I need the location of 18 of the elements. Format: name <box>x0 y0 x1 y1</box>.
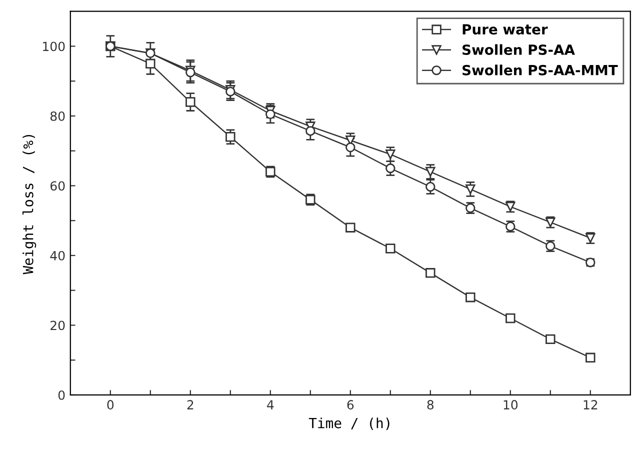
x-tick-label: 6 <box>347 400 354 410</box>
y-tick-label: 20 <box>50 320 65 330</box>
y-axis-title: Weight loss / (%) <box>22 134 36 274</box>
y-tick-label: 80 <box>50 111 65 121</box>
x-tick-label: 8 <box>427 400 434 410</box>
legend-label: Swollen PS-AA <box>462 44 575 55</box>
x-axis-title: Time / (h) <box>308 418 390 430</box>
y-tick-label: 100 <box>43 42 65 52</box>
x-tick-label: 10 <box>504 400 518 410</box>
x-tick-label: 2 <box>187 400 194 410</box>
x-tick-label: 0 <box>107 400 114 410</box>
x-tick-label: 12 <box>584 400 598 410</box>
y-tick-label: 40 <box>50 250 65 260</box>
legend-label: Pure water <box>462 24 548 35</box>
y-tick-label: 0 <box>58 390 65 400</box>
y-tick-label: 60 <box>50 181 65 191</box>
x-tick-label: 4 <box>267 400 274 410</box>
legend-label: Swollen PS-AA-MMT <box>462 64 618 76</box>
